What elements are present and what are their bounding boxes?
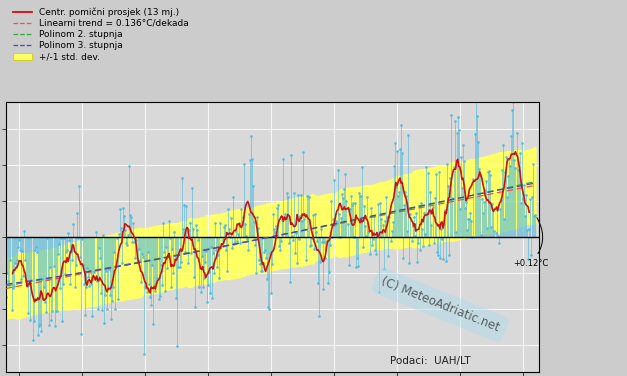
Text: Podaci:  UAH/LT: Podaci: UAH/LT [390, 356, 471, 366]
Legend: Centr. pomični prosjek (13 mj.), Linearni trend = 0.136°C/dekada, Polinom 2. stu: Centr. pomični prosjek (13 mj.), Linearn… [11, 5, 191, 64]
Text: +0.12°C: +0.12°C [513, 218, 548, 268]
Text: (C) MeteoAdriatic.net: (C) MeteoAdriatic.net [379, 275, 502, 335]
